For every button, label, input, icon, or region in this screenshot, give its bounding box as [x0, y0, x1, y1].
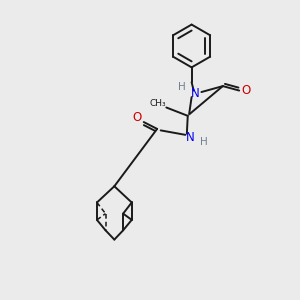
Text: N: N — [191, 87, 200, 100]
Text: H: H — [200, 137, 208, 147]
Text: CH₃: CH₃ — [150, 99, 166, 108]
Text: H: H — [178, 82, 186, 92]
Text: O: O — [132, 110, 142, 124]
Text: N: N — [186, 131, 195, 144]
Text: O: O — [241, 84, 250, 97]
